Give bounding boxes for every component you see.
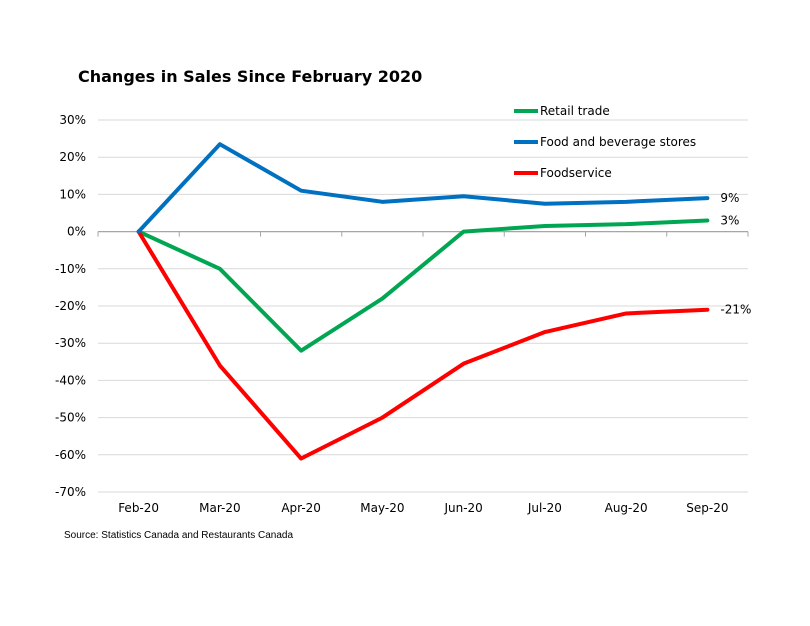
y-tick-label: 0% — [67, 225, 86, 239]
x-tick-label: Aug-20 — [605, 501, 648, 515]
y-tick-label: -50% — [55, 411, 86, 425]
y-tick-label: -40% — [55, 373, 86, 387]
chart-title: Changes in Sales Since February 2020 — [78, 67, 422, 86]
y-tick-label: -70% — [55, 485, 86, 499]
end-label-retail-trade: 3% — [720, 213, 739, 227]
x-tick-label: May-20 — [360, 501, 404, 515]
series-line-retail-trade — [136, 218, 710, 353]
x-tick-label: Mar-20 — [199, 501, 240, 515]
x-tick-label: Sep-20 — [686, 501, 728, 515]
y-tick-label: 20% — [59, 150, 86, 164]
series-lines — [136, 142, 710, 461]
y-axis-ticks: 30% 20% 10% 0% -10% -20% -30% -40% -50% -60% -70% — [55, 113, 86, 499]
x-axis — [97, 231, 749, 237]
gridlines — [98, 119, 748, 493]
x-tick-label: Jul-20 — [527, 501, 562, 515]
end-label-food-and-beverage-stores: 9% — [720, 191, 739, 205]
x-tick-label: Apr-20 — [281, 501, 321, 515]
legend-label: Retail trade — [540, 104, 610, 118]
x-tick-label: Jun-20 — [443, 501, 482, 515]
legend-label: Foodservice — [540, 166, 612, 180]
legend-label: Food and beverage stores — [540, 135, 696, 149]
x-axis-ticks: Feb-20 Mar-20 Apr-20 May-20 Jun-20 Jul-20 Aug-… — [118, 501, 728, 515]
source-note: Source: Statistics Canada and Restaurant… — [64, 530, 293, 541]
legend: Retail trade Food and beverage stores Food… — [514, 104, 696, 180]
series-line-food-and-beverage-stores — [136, 142, 710, 234]
series-line-foodservice — [136, 229, 710, 461]
end-label-foodservice: -21% — [720, 303, 751, 317]
y-tick-label: -60% — [55, 448, 86, 462]
y-tick-label: -20% — [55, 299, 86, 313]
y-tick-label: -10% — [55, 262, 86, 276]
x-tick-label: Feb-20 — [118, 501, 159, 515]
y-tick-label: -30% — [55, 336, 86, 350]
y-tick-label: 30% — [59, 113, 86, 127]
y-tick-label: 10% — [59, 187, 86, 201]
end-labels: 3% 9% -21% — [720, 191, 751, 317]
